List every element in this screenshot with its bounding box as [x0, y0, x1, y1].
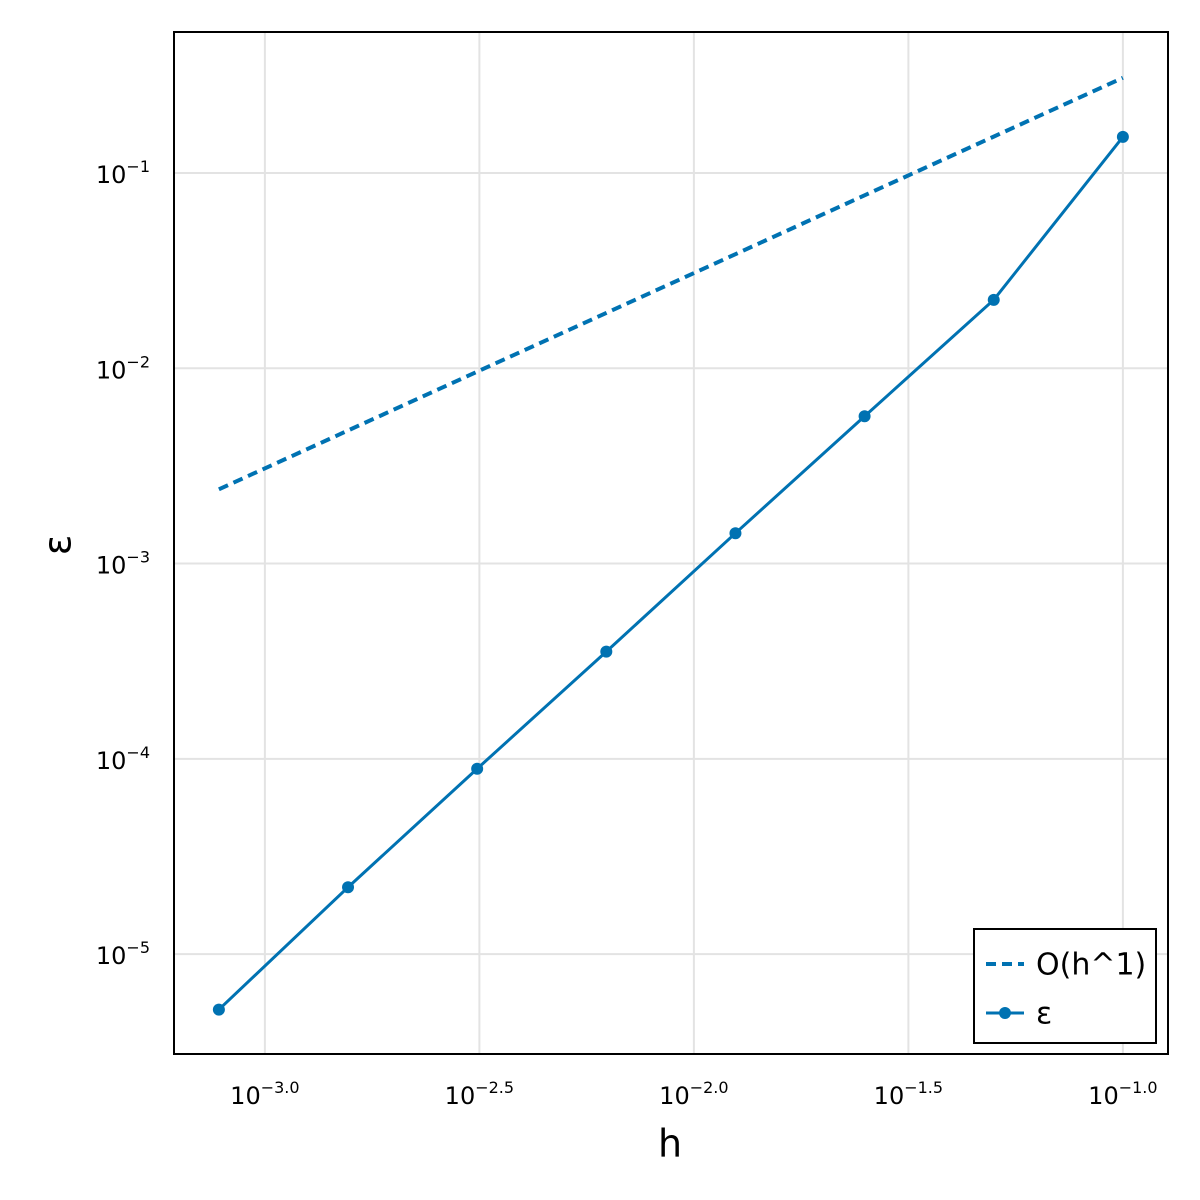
tick-label: 10−1.5 [874, 1078, 943, 1111]
y-axis-label: ε [36, 535, 80, 556]
series-line [217, 135, 1125, 1011]
marker [987, 293, 1000, 306]
legend-label: O(h^1) [1036, 948, 1146, 983]
marker [600, 645, 613, 658]
legend-box [973, 928, 1157, 1044]
marker [1116, 130, 1129, 143]
series-line [218, 76, 1124, 492]
tick-label: 10−3.0 [230, 1078, 299, 1111]
x-axis-label: h [658, 1122, 682, 1166]
legend-marker [999, 1007, 1011, 1019]
marker [342, 881, 355, 894]
marker [729, 527, 742, 540]
tick-label: 10−4 [96, 742, 150, 775]
marker [471, 762, 484, 775]
plot-frame [173, 31, 1169, 1055]
tick-label: 10−1.0 [1088, 1078, 1157, 1111]
tick-label: 10−2.5 [445, 1078, 514, 1111]
marker [212, 1003, 225, 1016]
legend-label: ε [1036, 997, 1052, 1032]
marker [858, 410, 871, 423]
tick-label: 10−5 [96, 938, 150, 971]
tick-label: 10−1 [96, 156, 150, 189]
tick-label: 10−2 [96, 352, 150, 385]
tick-label: 10−3 [96, 547, 150, 580]
tick-label: 10−2.0 [659, 1078, 728, 1111]
